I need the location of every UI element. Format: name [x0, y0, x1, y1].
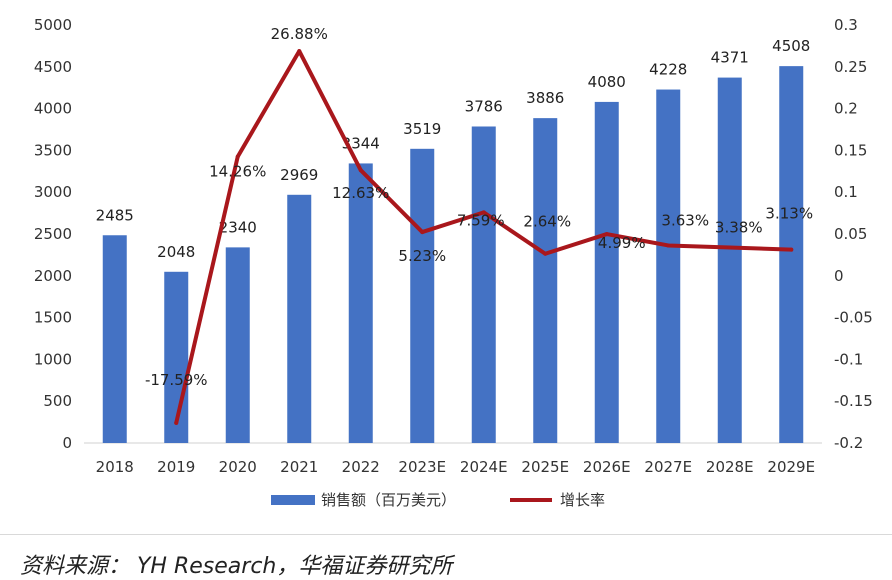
growth-data-label: 12.63% — [332, 184, 389, 202]
left-tick-label: 3500 — [34, 141, 72, 159]
legend-label-growth: 增长率 — [560, 491, 605, 509]
bar — [410, 148, 435, 444]
growth-data-label: -17.59% — [145, 371, 208, 389]
bar-data-label: 2969 — [280, 166, 318, 184]
growth-point — [297, 49, 302, 54]
bar-data-label: 2048 — [157, 243, 195, 261]
growth-point — [235, 154, 240, 159]
right-tick-label: -0.1 — [834, 350, 863, 368]
right-tick-label: 0.15 — [834, 141, 867, 159]
bar-data-label: 2485 — [96, 206, 134, 224]
x-tick-label: 2024E — [460, 458, 508, 476]
bar-data-label: 3519 — [403, 120, 441, 138]
bar — [594, 101, 619, 444]
growth-point — [174, 420, 179, 425]
line-data-labels: -17.59% 14.26% 26.88% 12.63% 5.23% 7.59% 2.64%… — [145, 25, 813, 389]
bar — [102, 235, 127, 443]
left-tick-label: 4500 — [34, 58, 72, 76]
bar-data-label: 2340 — [219, 218, 257, 236]
bar-data-label: 4371 — [711, 49, 749, 67]
bar — [656, 89, 681, 444]
growth-point — [727, 245, 732, 250]
growth-point — [358, 168, 363, 173]
growth-point — [543, 251, 548, 256]
legend-swatch-sales — [271, 495, 315, 505]
divider — [0, 534, 892, 535]
x-tick-label: 2026E — [583, 458, 631, 476]
x-tick-label: 2022 — [342, 458, 380, 476]
bar-data-label: 3886 — [526, 89, 564, 107]
right-tick-label: 0 — [834, 267, 844, 285]
left-tick-label: 2000 — [34, 267, 72, 285]
left-tick-label: 0 — [62, 434, 72, 452]
bar — [779, 66, 804, 444]
growth-point — [604, 232, 609, 237]
bar — [348, 163, 373, 444]
left-tick-label: 1500 — [34, 309, 72, 327]
growth-point — [420, 230, 425, 235]
left-tick-label: 5000 — [34, 16, 72, 34]
x-tick-label: 2019 — [157, 458, 195, 476]
bar — [471, 126, 496, 443]
growth-data-label: 4.99% — [598, 234, 646, 252]
growth-data-label: 14.26% — [209, 163, 266, 181]
growth-data-label: 3.13% — [765, 205, 813, 223]
right-tick-label: 0.3 — [834, 16, 858, 34]
x-tick-label: 2020 — [219, 458, 257, 476]
combo-chart: 0 500 1000 1500 2000 2500 3000 3500 4000 4500 5000… — [34, 16, 873, 509]
growth-data-label: 3.38% — [715, 219, 763, 237]
left-tick-label: 4000 — [34, 100, 72, 118]
left-tick-label: 500 — [43, 392, 72, 410]
x-tick-label: 2021 — [280, 458, 318, 476]
x-tick-label: 2029E — [767, 458, 815, 476]
right-tick-label: 0.2 — [834, 100, 858, 118]
right-tick-label: 0.05 — [834, 225, 867, 243]
right-tick-label: 0.25 — [834, 58, 867, 76]
bar — [533, 118, 558, 443]
x-tick-label: 2025E — [521, 458, 569, 476]
bar — [287, 194, 312, 443]
x-tick-label: 2023E — [398, 458, 446, 476]
right-tick-label: -0.2 — [834, 434, 863, 452]
right-tick-label: -0.15 — [834, 392, 873, 410]
growth-point — [666, 243, 671, 248]
line-series — [174, 49, 794, 425]
x-tick-label: 2018 — [96, 458, 134, 476]
bar-series — [102, 66, 804, 444]
x-axis: 2018 2019 2020 2021 2022 2023E 2024E 2025E 2026E… — [96, 458, 815, 476]
left-tick-label: 2500 — [34, 225, 72, 243]
bar — [225, 247, 250, 443]
bar — [717, 77, 742, 443]
legend-label-sales: 销售额（百万美元） — [321, 491, 456, 509]
bar-data-label: 4080 — [588, 73, 626, 91]
x-tick-label: 2027E — [644, 458, 692, 476]
left-tick-label: 1000 — [34, 350, 72, 368]
x-tick-label: 2028E — [706, 458, 754, 476]
growth-data-label: 5.23% — [398, 247, 446, 265]
growth-point — [789, 247, 794, 252]
growth-data-label: 2.64% — [523, 213, 571, 231]
bar-data-label: 3786 — [465, 97, 503, 115]
bar-data-label: 4228 — [649, 61, 687, 79]
growth-data-label: 7.59% — [457, 211, 505, 229]
legend: 销售额（百万美元） 增长率 — [271, 491, 605, 509]
right-tick-label: -0.05 — [834, 309, 873, 327]
left-axis: 0 500 1000 1500 2000 2500 3000 3500 4000 4500 5000 — [34, 16, 72, 452]
growth-data-label: 3.63% — [661, 211, 709, 229]
growth-point — [481, 210, 486, 215]
right-tick-label: 0.1 — [834, 183, 858, 201]
source-note: 资料来源： YH Research，华福证券研究所 — [20, 554, 453, 579]
left-tick-label: 3000 — [34, 183, 72, 201]
growth-data-label: 26.88% — [271, 25, 328, 43]
right-axis: -0.2 -0.15 -0.1 -0.05 0 0.05 0.1 0.15 0.2 0.25 0.3 — [834, 16, 873, 452]
bar-data-label: 4508 — [772, 37, 810, 55]
